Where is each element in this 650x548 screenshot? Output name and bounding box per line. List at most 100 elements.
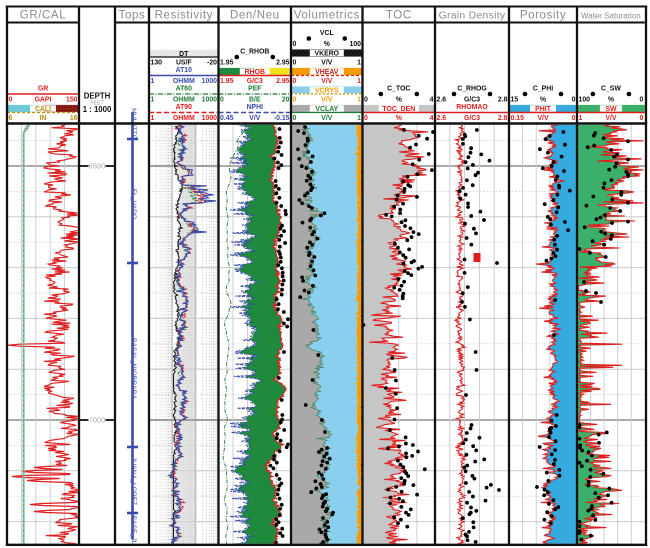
svg-text:0: 0 <box>639 96 643 103</box>
svg-text:PEF: PEF <box>248 85 261 92</box>
svg-text:0: 0 <box>293 78 297 85</box>
svg-text:FEET: FEET <box>90 101 104 107</box>
svg-text:C_PHI: C_PHI <box>533 85 553 92</box>
svg-text:BASAL_NIOBRARA: BASAL_NIOBRARA <box>130 338 137 400</box>
svg-text:C_TOC: C_TOC <box>387 85 410 92</box>
svg-text:G/C3: G/C3 <box>464 115 480 122</box>
svg-text:1: 1 <box>357 96 361 103</box>
svg-text:Resistivity: Resistivity <box>155 9 213 21</box>
svg-text:V/V: V/V <box>321 115 333 122</box>
svg-text:20: 20 <box>282 96 290 103</box>
svg-text:RHOMAO: RHOMAO <box>456 104 488 111</box>
svg-text:C_RHOG: C_RHOG <box>457 85 486 92</box>
svg-text:DT: DT <box>179 51 189 58</box>
svg-text:Volumetrics: Volumetrics <box>294 9 360 21</box>
svg-text:6: 6 <box>9 115 13 122</box>
svg-text:PHIT: PHIT <box>535 106 551 113</box>
svg-text:0: 0 <box>293 115 297 122</box>
svg-text:AT10: AT10 <box>176 67 193 74</box>
svg-text:0: 0 <box>364 115 368 122</box>
svg-text:AT90: AT90 <box>176 104 193 111</box>
svg-text:0: 0 <box>220 96 224 103</box>
svg-text:4: 4 <box>430 96 434 103</box>
svg-text:SW: SW <box>605 106 617 113</box>
svg-text:G/C3: G/C3 <box>247 78 263 85</box>
svg-text:1000: 1000 <box>202 96 217 103</box>
svg-text:V/V: V/V <box>321 78 333 85</box>
svg-text:V/V: V/V <box>605 115 617 122</box>
svg-text:4: 4 <box>430 115 434 122</box>
svg-text:6500: 6500 <box>89 162 106 171</box>
svg-text:0: 0 <box>293 96 297 103</box>
svg-text:VCL: VCL <box>320 30 334 37</box>
svg-text:OHMM: OHMM <box>173 115 195 122</box>
svg-text:%: % <box>540 96 546 103</box>
svg-text:JUANA_LOPEZ: JUANA_LOPEZ <box>130 457 137 505</box>
svg-text:B/E: B/E <box>249 96 261 103</box>
svg-text:TOC: TOC <box>386 9 412 21</box>
svg-text:1 : 1000: 1 : 1000 <box>83 105 112 114</box>
svg-text:0: 0 <box>364 96 368 103</box>
svg-text:CALI: CALI <box>35 106 51 113</box>
svg-text:0: 0 <box>293 41 297 48</box>
svg-text:Grain Density: Grain Density <box>439 10 506 21</box>
svg-text:Porosity: Porosity <box>520 9 566 21</box>
svg-text:0: 0 <box>293 59 297 66</box>
svg-text:2.95: 2.95 <box>276 78 290 85</box>
svg-text:VHEAV: VHEAV <box>315 69 339 76</box>
svg-text:1: 1 <box>151 78 155 85</box>
svg-text:GR/CAL: GR/CAL <box>20 9 66 21</box>
svg-text:US/F: US/F <box>176 59 192 66</box>
svg-text:7000: 7000 <box>89 416 106 425</box>
svg-text:1.95: 1.95 <box>220 59 234 66</box>
svg-text:IN: IN <box>40 115 47 122</box>
svg-text:130: 130 <box>151 59 163 66</box>
svg-text:2.6: 2.6 <box>437 96 447 103</box>
svg-text:2.8: 2.8 <box>498 115 508 122</box>
svg-text:RHOB: RHOB <box>245 69 265 76</box>
svg-text:VCRYS: VCRYS <box>315 87 339 94</box>
svg-text:DEPTH: DEPTH <box>84 92 111 101</box>
svg-text:Tops: Tops <box>119 9 146 21</box>
svg-text:%: % <box>608 96 614 103</box>
svg-text:V/V: V/V <box>537 115 549 122</box>
svg-text:BASE_JL: BASE_JL <box>130 515 137 544</box>
svg-text:1000: 1000 <box>202 115 217 122</box>
svg-text:15: 15 <box>511 96 519 103</box>
svg-text:2.8: 2.8 <box>498 96 508 103</box>
svg-text:%: % <box>396 96 402 103</box>
svg-text:Den/Neu: Den/Neu <box>230 9 280 21</box>
svg-text:OHMM: OHMM <box>173 96 195 103</box>
svg-text:0.45: 0.45 <box>220 115 234 122</box>
svg-text:V/V: V/V <box>321 96 333 103</box>
svg-text:VKERO: VKERO <box>315 50 340 57</box>
svg-text:1: 1 <box>579 115 583 122</box>
svg-text:1: 1 <box>151 115 155 122</box>
svg-text:0: 0 <box>639 115 643 122</box>
svg-text:%: % <box>324 41 330 48</box>
svg-text:-0.15: -0.15 <box>274 115 290 122</box>
svg-text:G/C3: G/C3 <box>464 96 480 103</box>
svg-text:NPHI: NPHI <box>247 104 264 111</box>
svg-text:100: 100 <box>579 96 591 103</box>
svg-text:V/V: V/V <box>249 115 261 122</box>
svg-text:GR: GR <box>38 85 48 92</box>
svg-text:2.6: 2.6 <box>437 115 447 122</box>
svg-text:GAPI: GAPI <box>35 96 52 103</box>
svg-text:2.95: 2.95 <box>276 59 290 66</box>
svg-text:1000: 1000 <box>202 78 217 85</box>
svg-text:0.15: 0.15 <box>511 115 525 122</box>
svg-text:AT60: AT60 <box>176 85 193 92</box>
svg-text:1: 1 <box>357 78 361 85</box>
svg-text:EL_VADO: EL_VADO <box>130 189 137 220</box>
svg-text:16: 16 <box>70 115 78 122</box>
svg-text:0: 0 <box>572 96 576 103</box>
svg-text:C_SW: C_SW <box>601 85 621 92</box>
svg-text:0: 0 <box>9 96 13 103</box>
svg-text:VCLAY: VCLAY <box>315 106 338 113</box>
svg-text:100: 100 <box>350 41 362 48</box>
svg-text:1.95: 1.95 <box>220 78 234 85</box>
svg-text:1: 1 <box>151 96 155 103</box>
svg-text:TOC_DEN: TOC_DEN <box>382 106 415 113</box>
svg-text:%: % <box>396 115 402 122</box>
